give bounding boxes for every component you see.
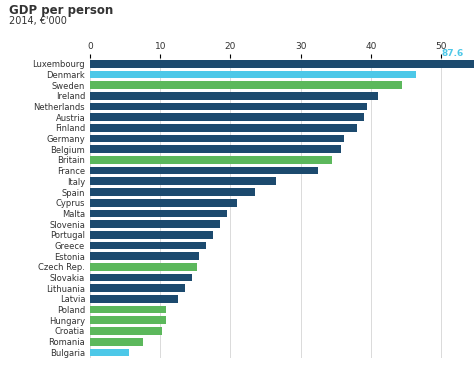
Bar (90, 135, 344, 142)
Bar (90, 103, 367, 110)
Bar (90, 231, 213, 239)
Bar (90, 188, 255, 196)
Bar (90, 156, 332, 164)
Bar (90, 338, 143, 346)
Bar (90, 145, 341, 153)
Bar (90, 167, 318, 174)
Bar (90, 274, 192, 281)
Bar (90, 252, 199, 260)
Text: GDP per person: GDP per person (9, 4, 114, 17)
Bar (90, 295, 178, 303)
Bar (90, 177, 276, 185)
Bar (90, 124, 357, 132)
Bar (90, 70, 417, 78)
Bar (90, 327, 162, 335)
Bar (90, 284, 185, 292)
Text: 87.6: 87.6 (441, 49, 463, 58)
Bar (90, 349, 128, 356)
Bar (90, 60, 474, 68)
Bar (90, 81, 402, 89)
Text: 2014, €'000: 2014, €'000 (9, 16, 67, 26)
Bar (90, 242, 206, 249)
Bar (90, 306, 166, 314)
Bar (90, 263, 197, 271)
Bar (90, 199, 237, 207)
Bar (90, 92, 378, 100)
Bar (90, 114, 364, 121)
Bar (90, 316, 166, 324)
Bar (90, 220, 220, 228)
Bar (90, 210, 227, 217)
